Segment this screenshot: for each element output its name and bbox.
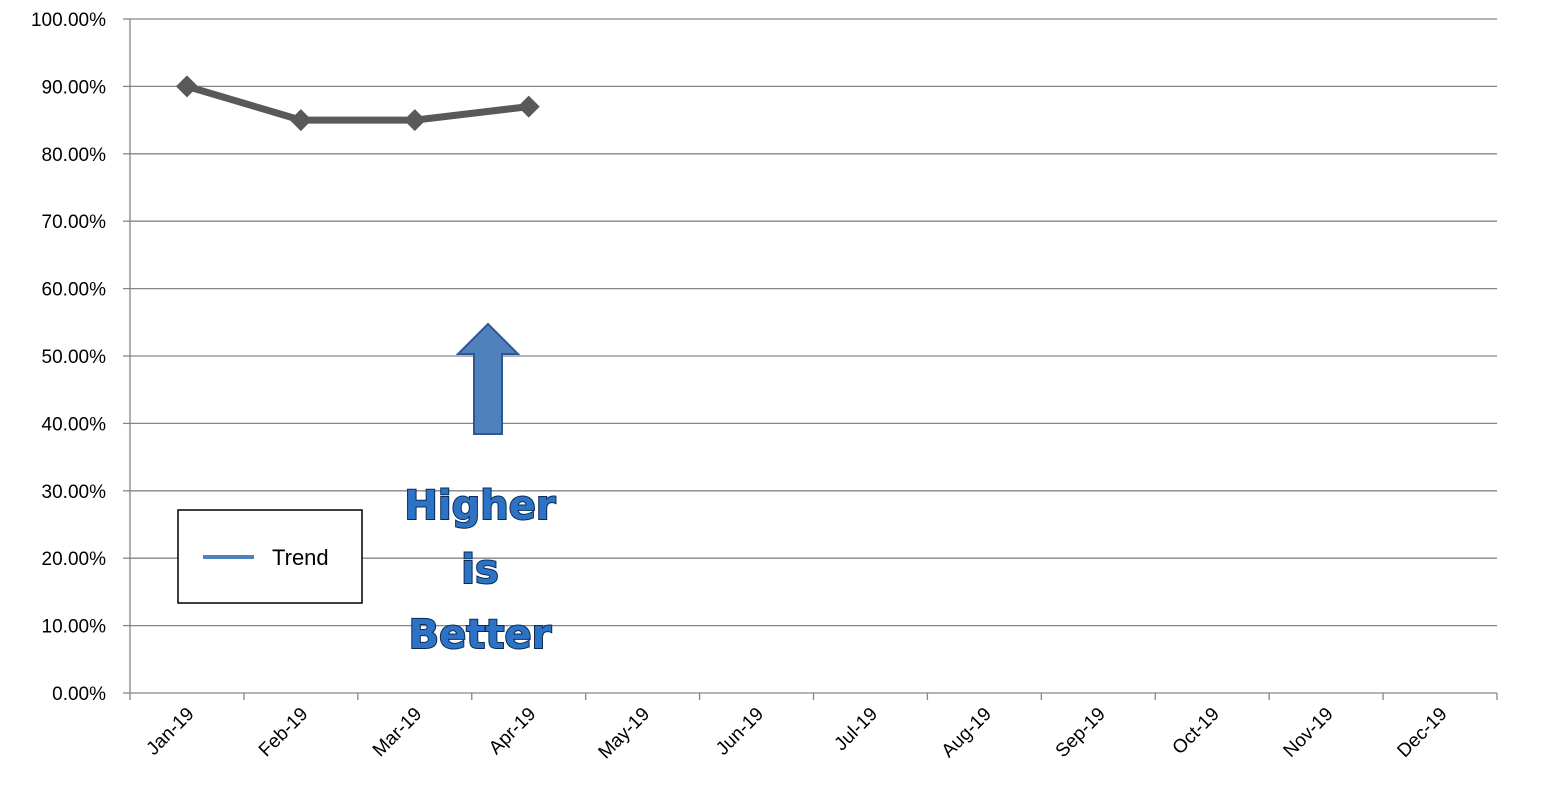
y-tick-label: 30.00% <box>42 482 107 503</box>
y-tick-label: 0.00% <box>52 684 106 705</box>
up-arrow-icon <box>455 322 521 435</box>
x-tick-label: Oct-19 <box>1169 704 1224 759</box>
legend: Trend <box>177 509 363 604</box>
x-tick-label: Feb-19 <box>255 704 312 761</box>
y-tick-label: 40.00% <box>42 414 107 435</box>
y-tick-label: 10.00% <box>42 617 107 638</box>
y-tick-label: 60.00% <box>42 280 107 301</box>
x-axis-tick-labels: Jan-19 Feb-19 Mar-19 Apr-19 May-19 Jun-19 Jul-… <box>143 704 1452 764</box>
y-axis-tick-labels: 0.00% 10.00% 20.00% 30.00% 40.00% 50.00% 60.00… <box>31 10 106 705</box>
x-tick-label: Jun-19 <box>712 704 768 760</box>
annotation-line-2: is <box>461 547 499 593</box>
annotation-line-3: Better <box>409 612 552 658</box>
x-tick-label: Sep-19 <box>1052 704 1110 762</box>
y-tick-label: 50.00% <box>42 347 107 368</box>
axes <box>123 18 1498 700</box>
data-point-marker <box>517 95 540 118</box>
x-tick-label: Nov-19 <box>1280 704 1338 762</box>
data-point-marker <box>175 75 198 98</box>
data-point-marker <box>289 109 312 132</box>
x-tick-label: Mar-19 <box>369 704 426 761</box>
annotation-line-1: Higher <box>404 483 555 529</box>
y-tick-label: 20.00% <box>42 549 107 570</box>
x-tick-label: Jul-19 <box>831 704 882 755</box>
y-tick-label: 80.00% <box>42 145 107 166</box>
higher-is-better-annotation: Higher is Better <box>403 322 557 659</box>
x-tick-label: Jan-19 <box>143 704 199 760</box>
series-line-trend <box>185 83 530 124</box>
x-tick-label: Aug-19 <box>938 704 996 762</box>
y-tick-label: 100.00% <box>31 10 106 31</box>
series-group <box>175 75 540 132</box>
x-tick-label: May-19 <box>595 704 655 764</box>
y-tick-label: 90.00% <box>42 77 107 98</box>
data-point-marker <box>403 109 426 132</box>
y-tick-label: 70.00% <box>42 212 107 233</box>
x-tick-label: Dec-19 <box>1393 704 1451 762</box>
x-tick-label: Apr-19 <box>485 704 540 759</box>
legend-label-trend: Trend <box>272 545 329 570</box>
